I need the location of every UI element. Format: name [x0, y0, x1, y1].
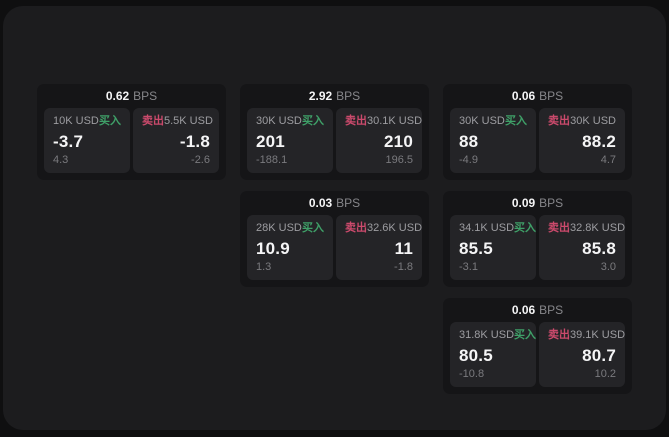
buy-side-label: 买入 [302, 222, 324, 234]
sell-delta: -1.8 [394, 261, 413, 273]
buy-delta: 4.3 [53, 154, 69, 166]
buy-price: 80.5 [459, 345, 493, 365]
sell-delta: 196.5 [385, 154, 413, 166]
buy-delta: 1.3 [256, 261, 272, 273]
quote-card: 0.06 BPS 31.8K USD 买入 80.5 -10.8 卖出 39.1… [443, 298, 632, 394]
bps-value: 0.03 [308, 196, 333, 210]
quote-card: 0.62 BPS 10K USD 买入 -3.7 4.3 卖出 5.5K USD [37, 84, 226, 180]
sell-side-label: 卖出 [548, 115, 570, 127]
buy-price: 88 [459, 131, 479, 151]
buy-tile[interactable]: 31.8K USD 买入 80.5 -10.8 [450, 322, 536, 387]
bps-value: 0.06 [511, 89, 536, 103]
buy-size: 30K USD [459, 115, 505, 127]
bps-header: 0.03 BPS [240, 191, 429, 215]
quote-body: 10K USD 买入 -3.7 4.3 卖出 5.5K USD -1.8 -2.… [44, 108, 219, 173]
sell-tile[interactable]: 卖出 30.1K USD 210 196.5 [336, 108, 422, 173]
buy-side-label: 买入 [99, 115, 121, 127]
buy-price: 201 [256, 131, 285, 151]
buy-tile[interactable]: 10K USD 买入 -3.7 4.3 [44, 108, 130, 173]
bps-unit: BPS [133, 89, 158, 103]
sell-delta: 4.7 [600, 154, 616, 166]
sell-delta: 10.2 [594, 368, 616, 380]
sell-side-label: 卖出 [345, 222, 367, 234]
sell-price: -1.8 [179, 131, 210, 151]
sell-side-label: 卖出 [548, 222, 570, 234]
buy-side-label: 买入 [514, 329, 537, 341]
sell-size: 39.1K USD [570, 329, 626, 341]
buy-side-label: 买入 [302, 115, 324, 127]
sell-tile[interactable]: 卖出 30K USD 88.2 4.7 [539, 108, 625, 173]
sell-size: 32.6K USD [367, 222, 423, 234]
quote-card: 0.09 BPS 34.1K USD 买入 85.5 -3.1 卖出 32.8K… [443, 191, 632, 287]
sell-size: 32.8K USD [570, 222, 626, 234]
bps-header: 0.06 BPS [443, 298, 632, 322]
buy-tile[interactable]: 30K USD 买入 201 -188.1 [247, 108, 333, 173]
buy-size: 34.1K USD [459, 222, 515, 234]
buy-price: 85.5 [459, 238, 493, 258]
sell-price: 88.2 [582, 131, 616, 151]
buy-delta: -3.1 [459, 261, 478, 273]
quote-body: 30K USD 买入 88 -4.9 卖出 30K USD 88.2 4.7 [450, 108, 625, 173]
bps-value: 0.62 [105, 89, 130, 103]
sell-delta: -2.6 [191, 154, 210, 166]
quotes-panel: 0.62 BPS 10K USD 买入 -3.7 4.3 卖出 5.5K USD [3, 6, 666, 430]
quote-card: 0.03 BPS 28K USD 买入 10.9 1.3 卖出 32.6K US… [240, 191, 429, 287]
bps-value: 0.09 [511, 196, 536, 210]
buy-side-label: 买入 [514, 222, 537, 234]
buy-tile[interactable]: 28K USD 买入 10.9 1.3 [247, 215, 333, 280]
sell-tile[interactable]: 卖出 5.5K USD -1.8 -2.6 [133, 108, 219, 173]
buy-size: 28K USD [256, 222, 302, 234]
sell-price: 85.8 [582, 238, 616, 258]
buy-tile[interactable]: 34.1K USD 买入 85.5 -3.1 [450, 215, 536, 280]
quote-body: 30K USD 买入 201 -188.1 卖出 30.1K USD 210 1… [247, 108, 422, 173]
sell-side-label: 卖出 [548, 329, 570, 341]
sell-side-label: 卖出 [142, 115, 164, 127]
bps-header: 0.09 BPS [443, 191, 632, 215]
bps-value: 0.06 [511, 303, 536, 317]
buy-size: 30K USD [256, 115, 302, 127]
bps-unit: BPS [539, 196, 564, 210]
buy-delta: -188.1 [256, 154, 288, 166]
bps-header: 0.06 BPS [443, 84, 632, 108]
sell-tile[interactable]: 卖出 39.1K USD 80.7 10.2 [539, 322, 625, 387]
buy-delta: -10.8 [459, 368, 485, 380]
sell-size: 30.1K USD [367, 115, 423, 127]
quote-body: 31.8K USD 买入 80.5 -10.8 卖出 39.1K USD 80.… [450, 322, 625, 387]
bps-value: 2.92 [308, 89, 333, 103]
sell-side-label: 卖出 [345, 115, 367, 127]
sell-price: 80.7 [582, 345, 616, 365]
buy-size: 10K USD [53, 115, 99, 127]
bps-unit: BPS [336, 196, 361, 210]
buy-size: 31.8K USD [459, 329, 515, 341]
sell-price: 210 [384, 131, 413, 151]
buy-price: 10.9 [256, 238, 290, 258]
buy-side-label: 买入 [505, 115, 527, 127]
sell-tile[interactable]: 卖出 32.8K USD 85.8 3.0 [539, 215, 625, 280]
bps-unit: BPS [539, 89, 564, 103]
sell-delta: 3.0 [600, 261, 616, 273]
bps-header: 0.62 BPS [37, 84, 226, 108]
quote-card: 0.06 BPS 30K USD 买入 88 -4.9 卖出 30K USD [443, 84, 632, 180]
buy-tile[interactable]: 30K USD 买入 88 -4.9 [450, 108, 536, 173]
quote-body: 34.1K USD 买入 85.5 -3.1 卖出 32.8K USD 85.8… [450, 215, 625, 280]
sell-price: 11 [394, 238, 413, 258]
sell-size: 30K USD [570, 115, 616, 127]
bps-unit: BPS [336, 89, 361, 103]
bps-header: 2.92 BPS [240, 84, 429, 108]
buy-price: -3.7 [53, 131, 84, 151]
bps-unit: BPS [539, 303, 564, 317]
sell-tile[interactable]: 卖出 32.6K USD 11 -1.8 [336, 215, 422, 280]
quote-card: 2.92 BPS 30K USD 买入 201 -188.1 卖出 30.1K … [240, 84, 429, 180]
buy-delta: -4.9 [459, 154, 478, 166]
quote-body: 28K USD 买入 10.9 1.3 卖出 32.6K USD 11 -1.8 [247, 215, 422, 280]
sell-size: 5.5K USD [164, 115, 213, 127]
